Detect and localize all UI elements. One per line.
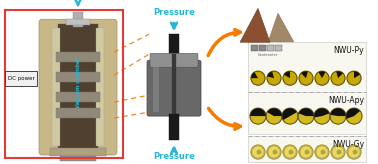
Circle shape — [298, 108, 314, 124]
Wedge shape — [346, 108, 360, 119]
Circle shape — [331, 71, 345, 85]
Bar — [56, 52, 100, 62]
Bar — [153, 64, 159, 112]
FancyBboxPatch shape — [150, 53, 198, 67]
Circle shape — [330, 108, 346, 124]
Text: Pressure: Pressure — [153, 8, 195, 17]
Circle shape — [349, 147, 359, 157]
Wedge shape — [319, 71, 325, 78]
Wedge shape — [314, 108, 330, 117]
Wedge shape — [282, 108, 297, 120]
Circle shape — [315, 145, 329, 159]
Circle shape — [347, 71, 361, 85]
Circle shape — [353, 150, 357, 154]
Circle shape — [283, 145, 297, 159]
Bar — [56, 92, 100, 102]
Circle shape — [315, 71, 329, 85]
FancyBboxPatch shape — [5, 71, 37, 86]
Bar — [267, 45, 274, 51]
Circle shape — [299, 145, 313, 159]
Circle shape — [331, 145, 345, 159]
FancyBboxPatch shape — [147, 60, 201, 116]
Circle shape — [267, 71, 281, 85]
Bar — [96, 28, 104, 146]
Bar — [248, 136, 366, 162]
Text: Vacuum chamber: Vacuum chamber — [76, 57, 81, 108]
Wedge shape — [267, 71, 274, 78]
Text: NWU-Py: NWU-Py — [333, 46, 364, 55]
Bar — [66, 19, 90, 25]
Wedge shape — [267, 108, 282, 116]
Bar — [169, 114, 179, 140]
Circle shape — [285, 147, 294, 157]
Polygon shape — [240, 8, 270, 42]
Circle shape — [250, 108, 266, 124]
Bar — [251, 45, 258, 51]
Bar — [60, 156, 96, 161]
Wedge shape — [354, 71, 360, 78]
Bar — [50, 148, 106, 156]
Circle shape — [273, 150, 277, 154]
Bar — [56, 72, 100, 82]
Circle shape — [257, 150, 261, 154]
Text: DC power: DC power — [8, 76, 34, 81]
Circle shape — [282, 108, 298, 124]
Bar — [5, 10, 123, 158]
Bar — [52, 28, 60, 146]
Text: Centimeter: Centimeter — [258, 53, 278, 57]
Circle shape — [337, 150, 341, 154]
Wedge shape — [330, 108, 346, 116]
Text: NWU-Apy: NWU-Apy — [328, 96, 364, 105]
Circle shape — [333, 147, 342, 157]
Bar — [248, 42, 366, 92]
Circle shape — [347, 145, 361, 159]
Wedge shape — [336, 71, 343, 78]
Bar — [56, 108, 100, 118]
Circle shape — [270, 147, 279, 157]
Wedge shape — [299, 108, 314, 116]
Circle shape — [254, 147, 263, 157]
Bar — [58, 24, 98, 150]
Circle shape — [321, 150, 325, 154]
Circle shape — [305, 150, 309, 154]
Bar — [169, 34, 179, 62]
Circle shape — [251, 145, 265, 159]
Circle shape — [318, 147, 327, 157]
Circle shape — [289, 150, 293, 154]
Circle shape — [346, 108, 362, 124]
Circle shape — [251, 71, 265, 85]
Circle shape — [267, 145, 281, 159]
Wedge shape — [284, 71, 290, 78]
Wedge shape — [301, 71, 308, 78]
Bar — [172, 54, 176, 114]
Text: NWU-Gy: NWU-Gy — [332, 140, 364, 149]
Wedge shape — [250, 108, 266, 116]
Text: Pressure: Pressure — [153, 152, 195, 161]
Wedge shape — [251, 72, 258, 78]
Bar — [259, 45, 266, 51]
Bar — [73, 12, 83, 27]
Circle shape — [301, 147, 311, 157]
Circle shape — [283, 71, 297, 85]
Bar — [248, 92, 366, 134]
FancyBboxPatch shape — [39, 19, 117, 155]
Circle shape — [314, 108, 330, 124]
Circle shape — [299, 71, 313, 85]
Polygon shape — [268, 13, 294, 42]
Circle shape — [266, 108, 282, 124]
Bar — [275, 45, 282, 51]
